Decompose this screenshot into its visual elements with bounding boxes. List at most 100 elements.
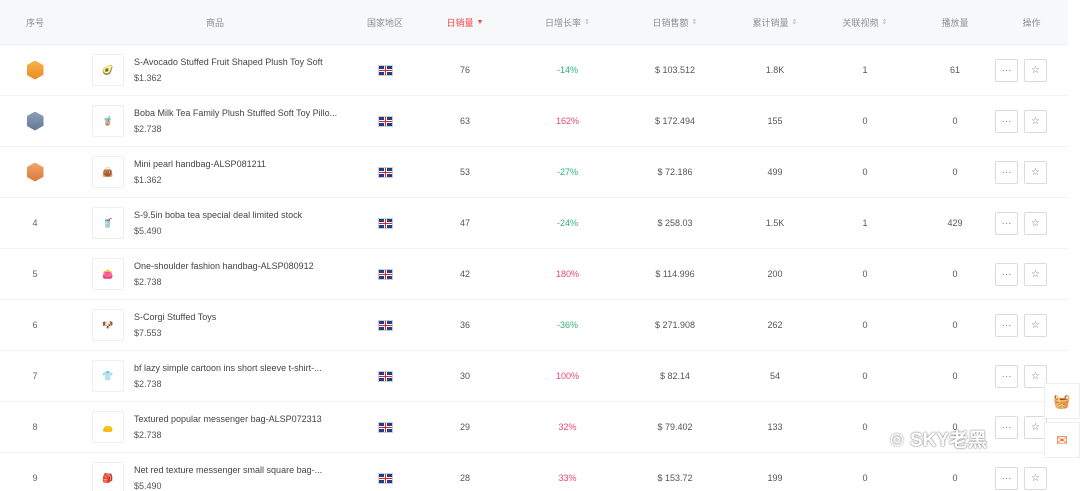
table-row[interactable]: 8 👝 Textured popular messenger bag-ALSP0… xyxy=(0,402,1068,453)
rank-cell xyxy=(0,111,70,131)
product-title[interactable]: Boba Milk Tea Family Plush Stuffed Soft … xyxy=(134,108,338,118)
table-row[interactable]: 5 👛 One-shoulder fashion handbag-ALSP080… xyxy=(0,249,1068,300)
more-button[interactable]: ··· xyxy=(995,364,1018,388)
product-thumbnail[interactable]: 🐶 xyxy=(92,309,124,341)
cumulative-sales: 262 xyxy=(767,320,783,330)
rank-cell: 5 xyxy=(0,269,70,279)
related-videos: 0 xyxy=(862,116,868,126)
product-cell[interactable]: 👛 One-shoulder fashion handbag-ALSP08091… xyxy=(70,258,360,290)
more-button[interactable]: ··· xyxy=(995,313,1018,337)
header-region: 国家地区 xyxy=(366,17,403,28)
related-videos: 1 xyxy=(862,65,868,75)
more-button[interactable]: ··· xyxy=(995,415,1018,439)
header-related-videos[interactable]: 关联视频 ⇕ xyxy=(815,16,915,29)
favorite-button[interactable]: ☆ xyxy=(1024,211,1047,235)
product-title[interactable]: Net red texture messenger small square b… xyxy=(134,465,323,475)
header-daily-sales[interactable]: 日销量 ▼ xyxy=(410,16,520,29)
star-icon: ☆ xyxy=(1031,217,1040,229)
product-cell[interactable]: 🥤 S-9.5in boba tea special deal limited … xyxy=(70,207,360,239)
cumulative-sales: 199 xyxy=(767,473,783,483)
product-cell[interactable]: 🐶 S-Corgi Stuffed Toys $7.553 xyxy=(70,309,360,341)
play-count: 0 xyxy=(952,269,958,279)
product-title[interactable]: One-shoulder fashion handbag-ALSP080912 xyxy=(134,261,314,271)
header-growth[interactable]: 日增长率 ⇕ xyxy=(520,16,615,29)
favorite-button[interactable]: ☆ xyxy=(1024,466,1047,490)
favorite-button[interactable]: ☆ xyxy=(1024,313,1047,337)
header-sales-amount-label: 日销售额 xyxy=(652,17,689,28)
table-row[interactable]: 7 👕 bf lazy simple cartoon ins short sle… xyxy=(0,351,1068,402)
sales-amount: $ 82.14 xyxy=(659,371,691,381)
product-price: $1.362 xyxy=(134,175,162,185)
rank-medal-icon xyxy=(26,162,44,182)
product-title[interactable]: S-Corgi Stuffed Toys xyxy=(134,312,217,322)
product-price: $2.738 xyxy=(134,124,162,134)
product-thumbnail[interactable]: 🥑 xyxy=(92,54,124,86)
product-image-icon: 👜 xyxy=(102,166,114,177)
product-thumbnail[interactable]: 👕 xyxy=(92,360,124,392)
product-cell[interactable]: 👜 Mini pearl handbag-ALSP081211 $1.362 xyxy=(70,156,360,188)
favorite-button[interactable]: ☆ xyxy=(1024,58,1047,82)
product-title[interactable]: bf lazy simple cartoon ins short sleeve … xyxy=(134,363,322,373)
product-title[interactable]: S-Avocado Stuffed Fruit Shaped Plush Toy… xyxy=(134,57,323,67)
product-cell[interactable]: 🥑 S-Avocado Stuffed Fruit Shaped Plush T… xyxy=(70,54,360,86)
more-button[interactable]: ··· xyxy=(995,211,1018,235)
favorite-button[interactable]: ☆ xyxy=(1024,364,1047,388)
product-cell[interactable]: 👝 Textured popular messenger bag-ALSP072… xyxy=(70,411,360,443)
header-cumulative[interactable]: 累计销量 ⇕ xyxy=(735,16,815,29)
play-count: 0 xyxy=(952,116,958,126)
rank-cell: 9 xyxy=(0,473,70,483)
rank-index: 5 xyxy=(32,269,38,279)
more-button[interactable]: ··· xyxy=(995,58,1018,82)
product-thumbnail[interactable]: 👜 xyxy=(92,156,124,188)
play-count: 61 xyxy=(949,65,960,75)
more-button[interactable]: ··· xyxy=(995,160,1018,184)
product-thumbnail[interactable]: 👝 xyxy=(92,411,124,443)
table-row[interactable]: 🧋 Boba Milk Tea Family Plush Stuffed Sof… xyxy=(0,96,1068,147)
rank-index: 6 xyxy=(32,320,38,330)
table-row[interactable]: 6 🐶 S-Corgi Stuffed Toys $7.553 36 -36% … xyxy=(0,300,1068,351)
favorite-button[interactable]: ☆ xyxy=(1024,160,1047,184)
sales-amount: $ 172.494 xyxy=(654,116,696,126)
daily-sales: 30 xyxy=(459,371,470,381)
product-title[interactable]: S-9.5in boba tea special deal limited st… xyxy=(134,210,303,220)
header-sales-amount[interactable]: 日销售额 ⇕ xyxy=(615,16,735,29)
product-title[interactable]: Mini pearl handbag-ALSP081211 xyxy=(134,159,266,169)
daily-sales: 53 xyxy=(459,167,470,177)
related-videos: 0 xyxy=(862,320,868,330)
table-row[interactable]: 🥑 S-Avocado Stuffed Fruit Shaped Plush T… xyxy=(0,45,1068,96)
growth-rate: 100% xyxy=(555,371,580,381)
mail-icon[interactable]: ✉ xyxy=(1044,422,1080,458)
product-image-icon: 🐶 xyxy=(102,319,114,330)
uk-flag-icon xyxy=(377,268,393,280)
basket-icon[interactable]: 🧺 xyxy=(1044,383,1080,419)
sales-amount: $ 103.512 xyxy=(654,65,696,75)
sales-amount: $ 114.996 xyxy=(655,269,695,279)
table-row[interactable]: 4 🥤 S-9.5in boba tea special deal limite… xyxy=(0,198,1068,249)
product-thumbnail[interactable]: 👛 xyxy=(92,258,124,290)
product-thumbnail[interactable]: 🎒 xyxy=(92,462,124,491)
favorite-button[interactable]: ☆ xyxy=(1024,262,1047,286)
sales-amount: $ 72.186 xyxy=(657,167,693,177)
table-row[interactable]: 9 🎒 Net red texture messenger small squa… xyxy=(0,453,1068,491)
uk-flag-icon xyxy=(377,370,393,382)
product-title[interactable]: Textured popular messenger bag-ALSP07231… xyxy=(134,414,322,424)
header-growth-label: 日增长率 xyxy=(545,17,582,28)
favorite-button[interactable]: ☆ xyxy=(1024,109,1047,133)
more-button[interactable]: ··· xyxy=(995,262,1018,286)
more-button[interactable]: ··· xyxy=(995,466,1018,490)
play-count: 0 xyxy=(952,167,958,177)
product-cell[interactable]: 🧋 Boba Milk Tea Family Plush Stuffed Sof… xyxy=(70,105,360,137)
product-thumbnail[interactable]: 🧋 xyxy=(92,105,124,137)
sales-amount: $ 271.908 xyxy=(654,320,696,330)
product-cell[interactable]: 👕 bf lazy simple cartoon ins short sleev… xyxy=(70,360,360,392)
rank-cell: 6 xyxy=(0,320,70,330)
favorite-button[interactable]: ☆ xyxy=(1024,415,1047,439)
related-videos: 0 xyxy=(862,167,868,177)
growth-rate: -24% xyxy=(556,218,578,228)
product-thumbnail[interactable]: 🥤 xyxy=(92,207,124,239)
rank-cell: 8 xyxy=(0,422,70,432)
daily-sales: 36 xyxy=(459,320,470,330)
table-row[interactable]: 👜 Mini pearl handbag-ALSP081211 $1.362 5… xyxy=(0,147,1068,198)
more-button[interactable]: ··· xyxy=(995,109,1018,133)
product-cell[interactable]: 🎒 Net red texture messenger small square… xyxy=(70,462,360,491)
